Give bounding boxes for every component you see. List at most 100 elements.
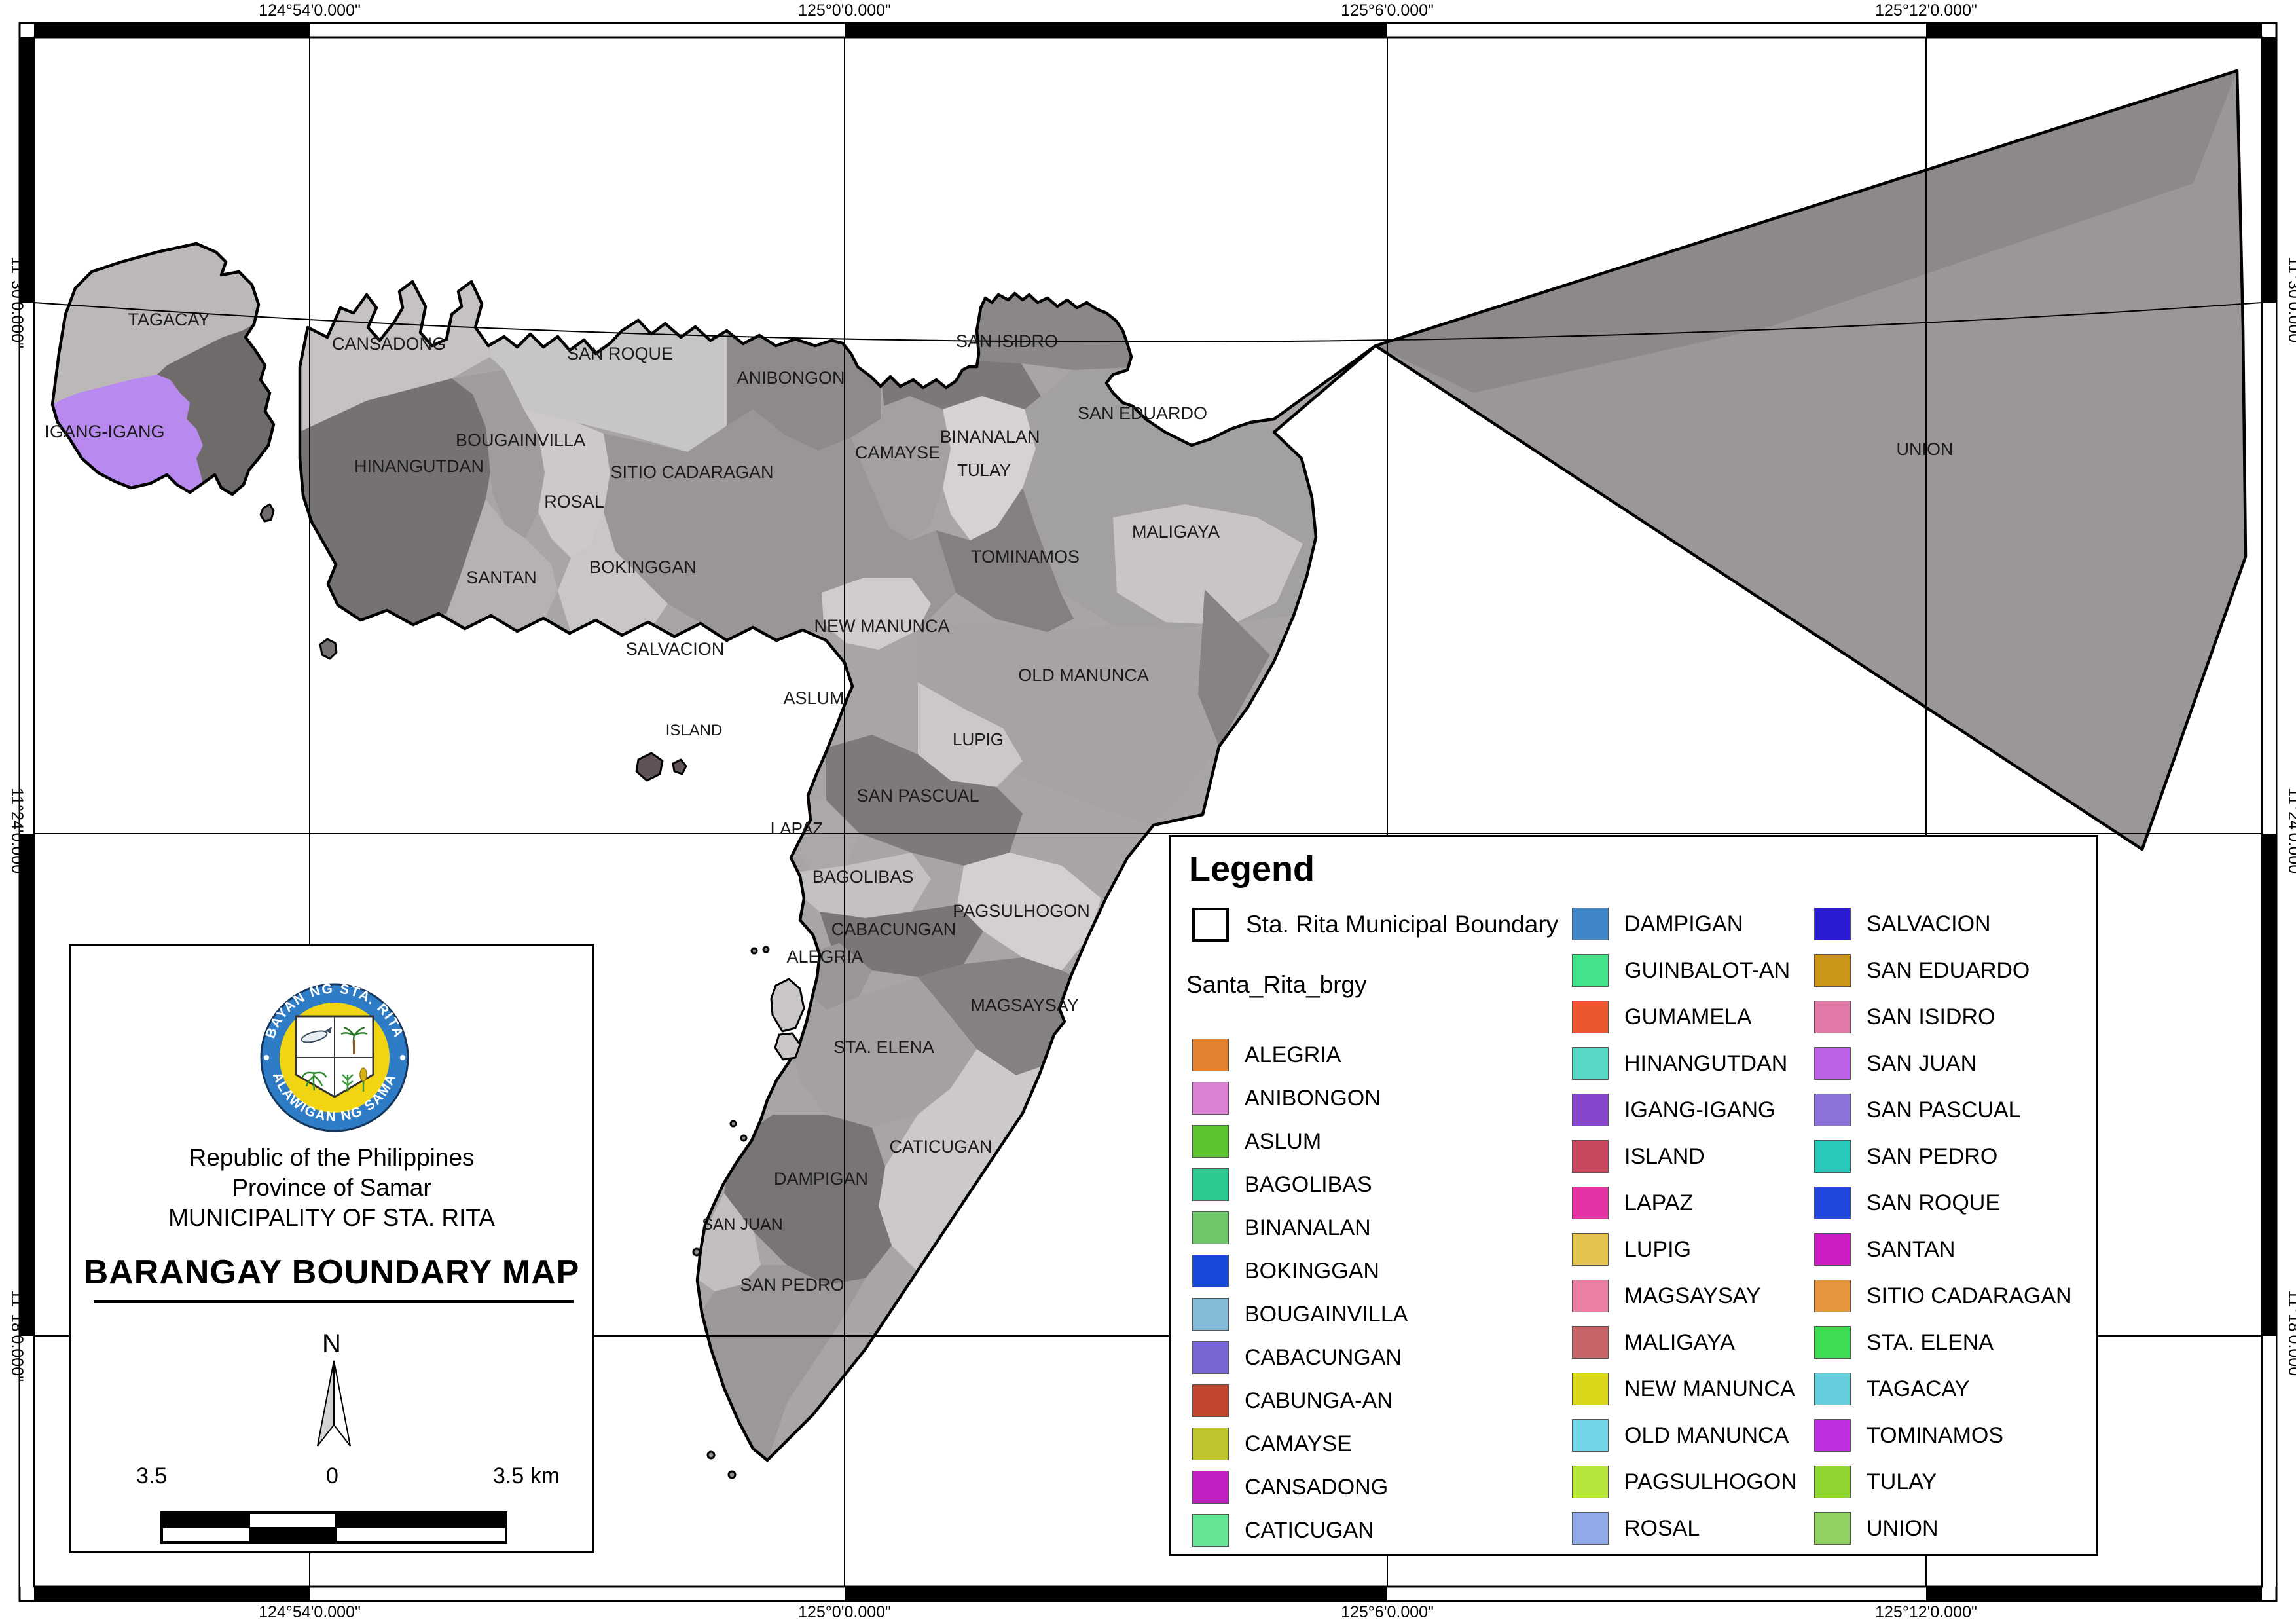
legend-item-igang-igang: IGANG-IGANG (1572, 1094, 1797, 1126)
legend-swatch-tagacay (1814, 1373, 1851, 1405)
map-label-san-pascual: SAN PASCUAL (856, 786, 979, 805)
legend-item-bagolibas: BAGOLIBAS (1192, 1168, 1408, 1201)
map-label-anibongon: ANIBONGON (737, 368, 845, 388)
region-santan (446, 499, 558, 631)
region-tominamos (936, 488, 1074, 632)
legend-label-guinbalot-an: GUINBALOT-AN (1624, 957, 1791, 983)
legend-label-tulay: TULAY (1867, 1469, 1937, 1494)
legend-label-bokinggan: BOKINGGAN (1245, 1258, 1379, 1283)
region-bougainvilla (452, 370, 545, 538)
legend-item-sitio-cadaragan: SITIO CADARAGAN (1814, 1280, 2072, 1312)
legend: Legend Sta. Rita Municipal Boundary Sant… (1169, 835, 2098, 1556)
legend-column-3: SALVACION SAN EDUARDO SAN ISIDRO SAN JUAN SA… (1814, 908, 2072, 1559)
legend-item-rosal: ROSAL (1572, 1512, 1797, 1545)
legend-label-bagolibas: BAGOLIBAS (1245, 1172, 1372, 1197)
legend-label-camayse: CAMAYSE (1245, 1431, 1352, 1456)
legend-swatch-new-manunca (1572, 1373, 1609, 1405)
legend-label-sitio-cadaragan: SITIO CADARAGAN (1867, 1283, 2072, 1308)
islet-dot-3 (740, 1134, 748, 1142)
map-label-old-manunca: OLD MANUNCA (1018, 665, 1149, 685)
legend-item-bougainvilla: BOUGAINVILLA (1192, 1298, 1408, 1331)
legend-column-2: DAMPIGAN GUINBALOT-AN GUMAMELA HINANGUTDAN I… (1572, 908, 1797, 1559)
legend-swatch-rosal (1572, 1512, 1609, 1545)
scale-bar (160, 1511, 507, 1544)
title-line-province: Province of Samar (232, 1174, 431, 1201)
legend-label-lupig: LUPIG (1624, 1236, 1692, 1262)
legend-swatch-cansadong (1192, 1471, 1229, 1504)
legend-swatch-alegria (1192, 1039, 1229, 1071)
legend-layer-name: Santa_Rita_brgy (1186, 971, 1367, 998)
scale-labels: 3.5 0 3.5 km (71, 1464, 592, 1490)
seal-banana-icon (301, 1071, 327, 1091)
map-label-rosal: ROSAL (544, 492, 604, 511)
legend-item-new-manunca: NEW MANUNCA (1572, 1373, 1797, 1405)
map-label-maligaya: MALIGAYA (1132, 522, 1220, 542)
legend-label-sta-elena: STA. ELENA (1867, 1329, 1994, 1355)
region-union (1376, 71, 2246, 849)
legend-swatch-sitio-cadaragan (1814, 1280, 1851, 1312)
barangay-labels: TAGACAY IGANG-IGANG CANSADONG SAN ROQUE HINA… (45, 310, 1953, 1295)
legend-swatch-dampigan (1572, 908, 1609, 940)
map-label-san-pedro: SAN PEDRO (740, 1275, 844, 1295)
legend-item-salvacion: SALVACION (1814, 908, 2072, 940)
lon-label-bottom-1: 125°0'0.000" (798, 1603, 891, 1621)
map-label-bagolibas: BAGOLIBAS (812, 867, 914, 887)
legend-label-island: ISLAND (1624, 1143, 1705, 1169)
legend-item-anibongon: ANIBONGON (1192, 1082, 1408, 1115)
region-san-pedro (702, 1265, 866, 1460)
legend-item-sta-elena: STA. ELENA (1814, 1326, 2072, 1359)
scale-right-label: 3.5 km (493, 1464, 560, 1488)
map-label-pagsulhogon: PAGSULHOGON (953, 901, 1090, 921)
legend-swatch-cabacungan (1192, 1341, 1229, 1374)
islet-alegria-1 (770, 978, 805, 1033)
legend-swatch-camayse (1192, 1428, 1229, 1460)
legend-swatch-san-pedro (1814, 1140, 1851, 1173)
lat-label-left-1: 11°24'0.000" (8, 788, 26, 879)
region-tulay (943, 396, 1036, 540)
legend-label-anibongon: ANIBONGON (1245, 1085, 1381, 1111)
map-label-bougainvilla: BOUGAINVILLA (456, 430, 585, 450)
legend-item-cabacungan: CABACUNGAN (1192, 1341, 1408, 1374)
legend-swatch-bokinggan (1192, 1255, 1229, 1287)
lat-label-right-2: 11°18'0.000" (2285, 1290, 2296, 1382)
map-label-igang-igang: IGANG-IGANG (45, 422, 164, 441)
north-label: N (322, 1329, 341, 1358)
legend-item-guinbalot-an: GUINBALOT-AN (1572, 954, 1797, 987)
region-island-east-lobe (157, 324, 274, 494)
region-magsaysay (918, 957, 1088, 1075)
legend-label-salvacion: SALVACION (1867, 911, 1991, 936)
municipal-boundary-label: Sta. Rita Municipal Boundary (1246, 911, 1559, 938)
lon-label-top-1: 125°0'0.000" (798, 1, 891, 20)
region-camayse (851, 396, 951, 540)
region-west-island (52, 244, 274, 494)
legend-label-cabacungan: CABACUNGAN (1245, 1344, 1402, 1370)
map-label-san-juan: SAN JUAN (702, 1215, 783, 1234)
map-label-magsaysay: MAGSAYSAY (970, 995, 1079, 1015)
seal-palm-icon (340, 1026, 368, 1053)
map-label-tominamos: TOMINAMOS (971, 547, 1080, 566)
region-hinangutdan (300, 378, 492, 625)
legend-item-aslum: ASLUM (1192, 1125, 1408, 1158)
north-arrow-icon (317, 1360, 351, 1447)
graticule-parallel (33, 302, 2263, 342)
map-label-alegria: ALEGRIA (786, 947, 863, 967)
lat-label-right-0: 11°30'0.000" (2285, 257, 2296, 348)
legend-label-cansadong: CANSADONG (1245, 1474, 1389, 1500)
legend-swatch-igang-igang (1572, 1094, 1609, 1126)
legend-item-san-pascual: SAN PASCUAL (1814, 1094, 2072, 1126)
legend-swatch-lapaz (1572, 1187, 1609, 1219)
legend-item-island: ISLAND (1572, 1140, 1797, 1173)
map-label-binanalan: BINANALAN (939, 427, 1040, 447)
legend-column-1: ALEGRIA ANIBONGON ASLUM BAGOLIBAS BINANALAN B… (1192, 1039, 1408, 1557)
legend-item-magsaysay: MAGSAYSAY (1572, 1280, 1797, 1312)
legend-swatch-maligaya (1572, 1326, 1609, 1359)
legend-swatch-san-roque (1814, 1187, 1851, 1219)
legend-swatch-san-eduardo (1814, 954, 1851, 987)
lat-label-left-2: 11°18'0.000" (8, 1290, 26, 1382)
legend-label-san-eduardo: SAN EDUARDO (1867, 957, 2030, 983)
legend-label-caticugan: CATICUGAN (1245, 1517, 1374, 1543)
map-frame (33, 36, 2263, 1588)
map-label-san-eduardo: SAN EDUARDO (1078, 403, 1207, 423)
legend-item-lapaz: LAPAZ (1572, 1187, 1797, 1219)
